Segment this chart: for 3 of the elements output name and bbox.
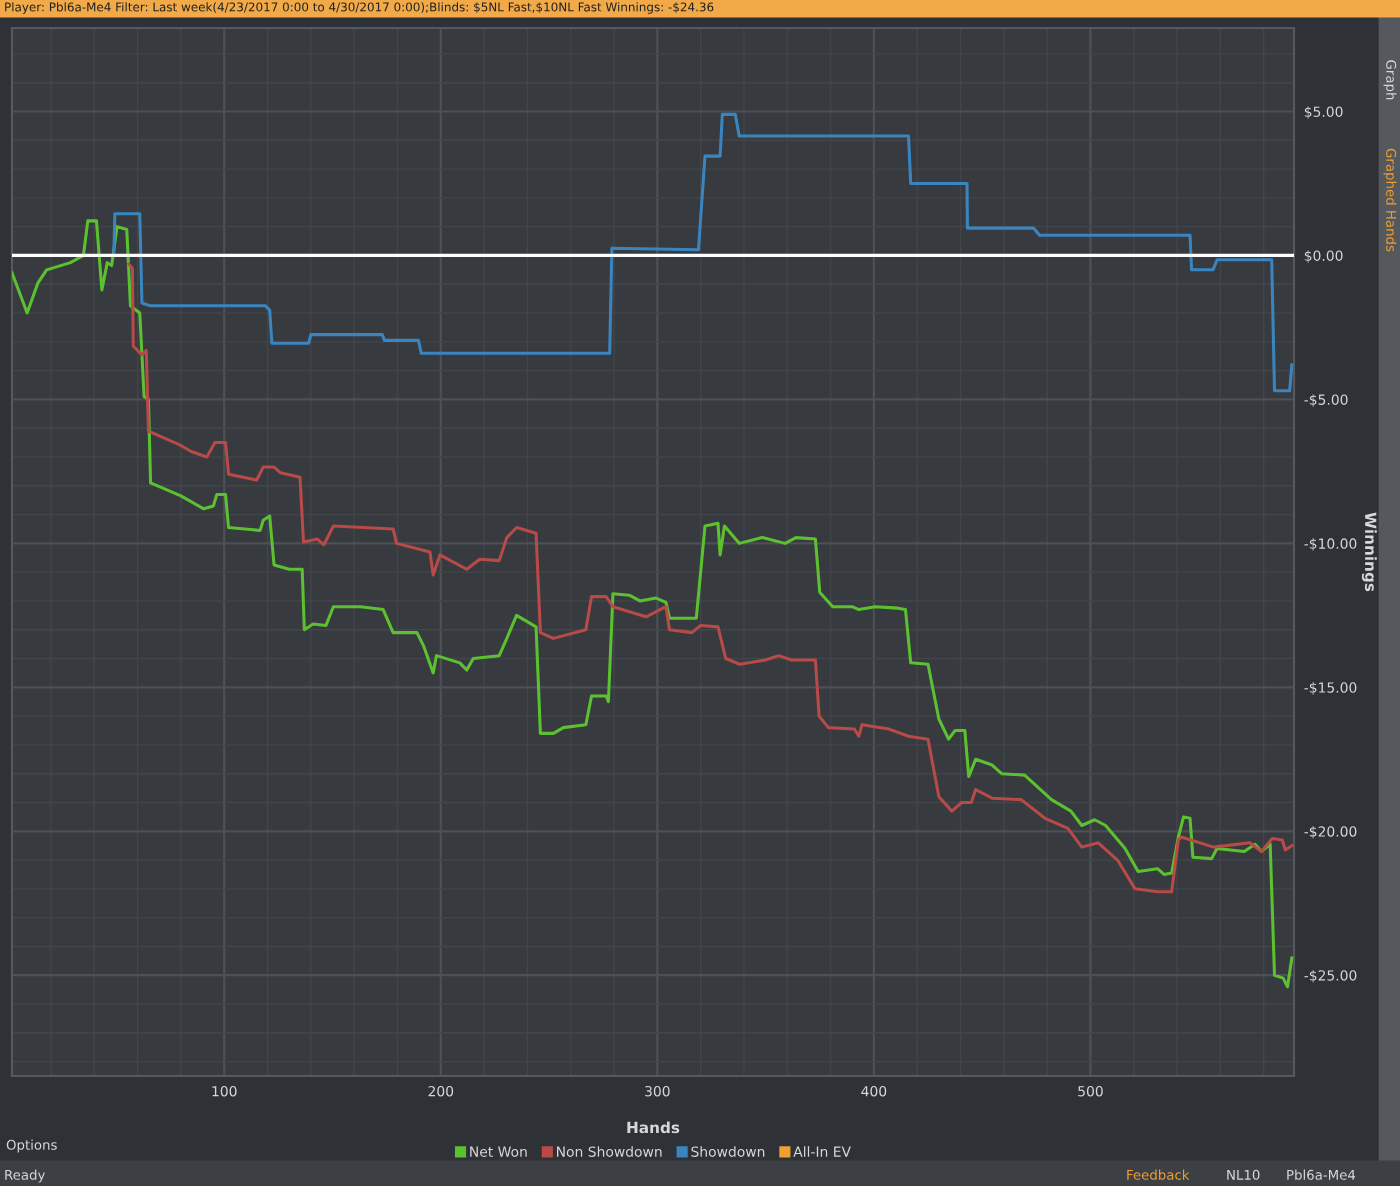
line-series [127, 262, 1294, 894]
line-series [12, 219, 1294, 989]
line-series [112, 112, 1294, 393]
